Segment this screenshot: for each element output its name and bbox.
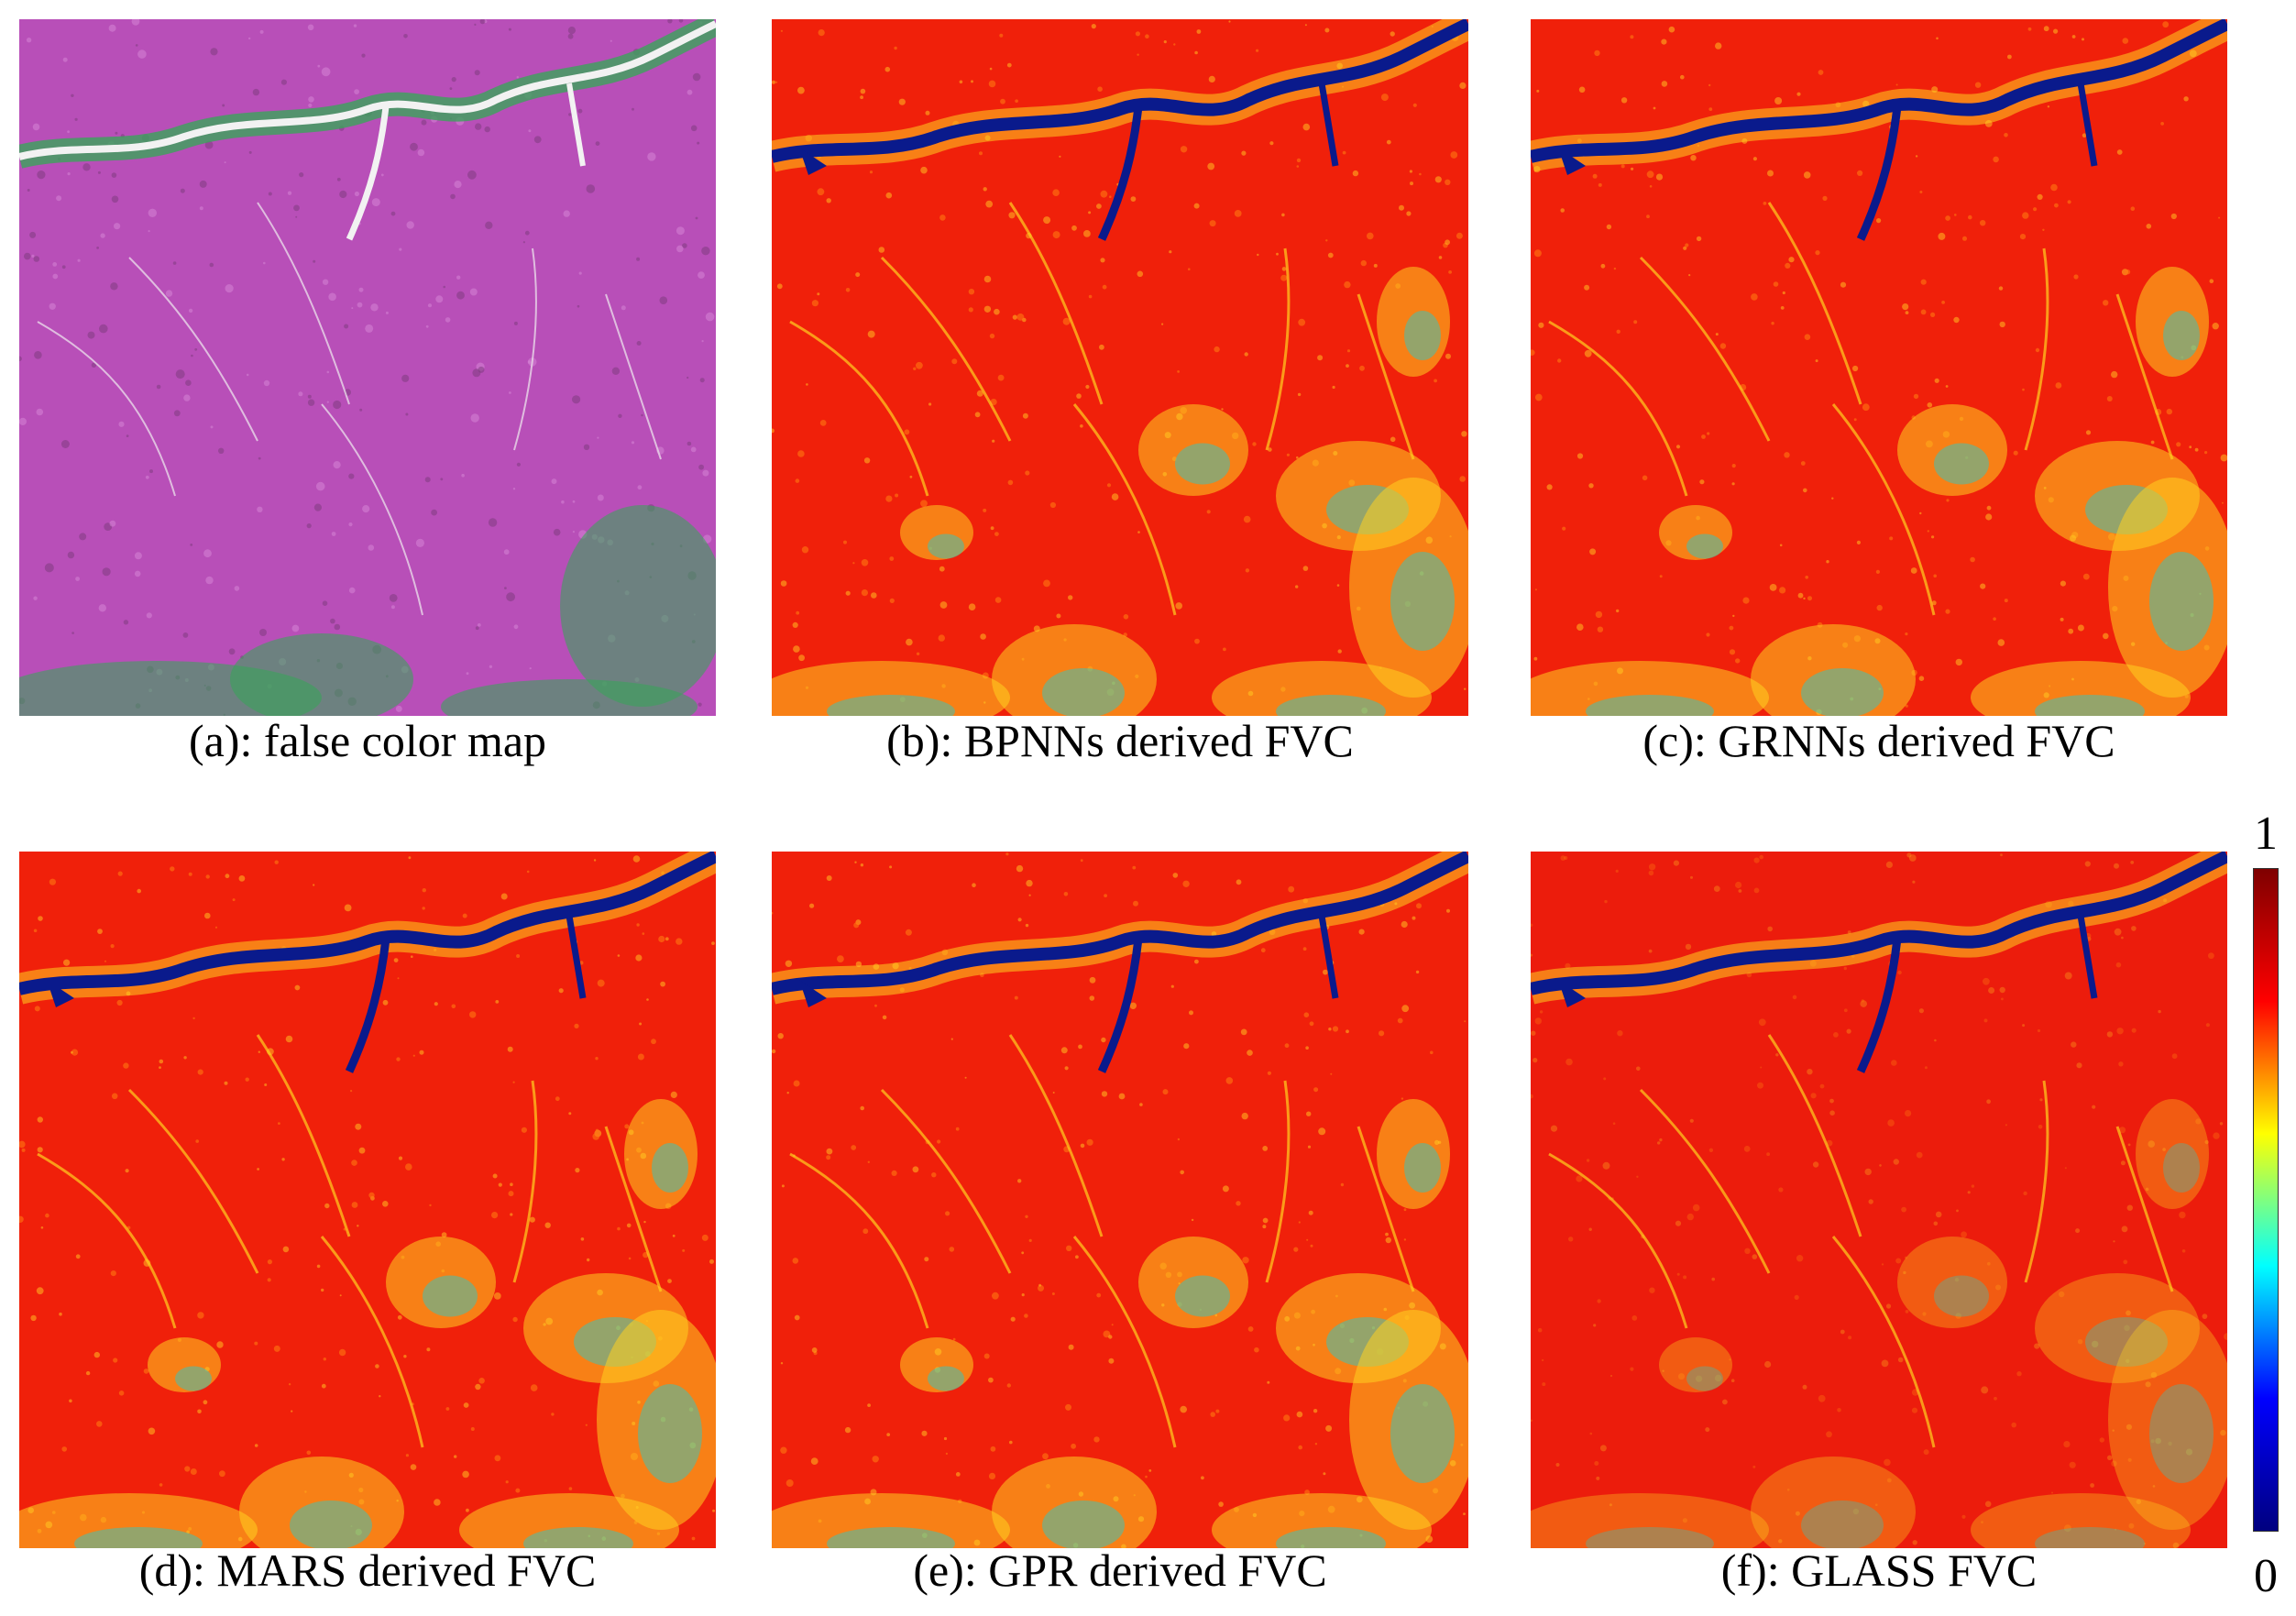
glass-fvc-map-image [1531, 852, 2227, 1548]
caption-e: (e): GPR derived FVC [913, 1545, 1327, 1596]
colorbar [2253, 868, 2279, 1532]
gpr-fvc-map-image [772, 852, 1468, 1548]
caption-c: (c): GRNNs derived FVC [1642, 715, 2115, 766]
false-color-map-image [19, 19, 716, 716]
caption-f: (f): GLASS FVC [1720, 1545, 2038, 1596]
colorbar-min-label: 0 [2254, 1550, 2278, 1602]
bpnn-fvc-map-image [772, 19, 1468, 716]
colorbar-max-label: 1 [2254, 808, 2278, 860]
mars-fvc-map-image [19, 852, 716, 1548]
grnn-fvc-map-image [1531, 19, 2227, 716]
caption-a: (a): false color map [188, 715, 547, 766]
caption-b: (b): BPNNs derived FVC [886, 715, 1354, 766]
caption-d: (d): MARS derived FVC [138, 1545, 597, 1596]
